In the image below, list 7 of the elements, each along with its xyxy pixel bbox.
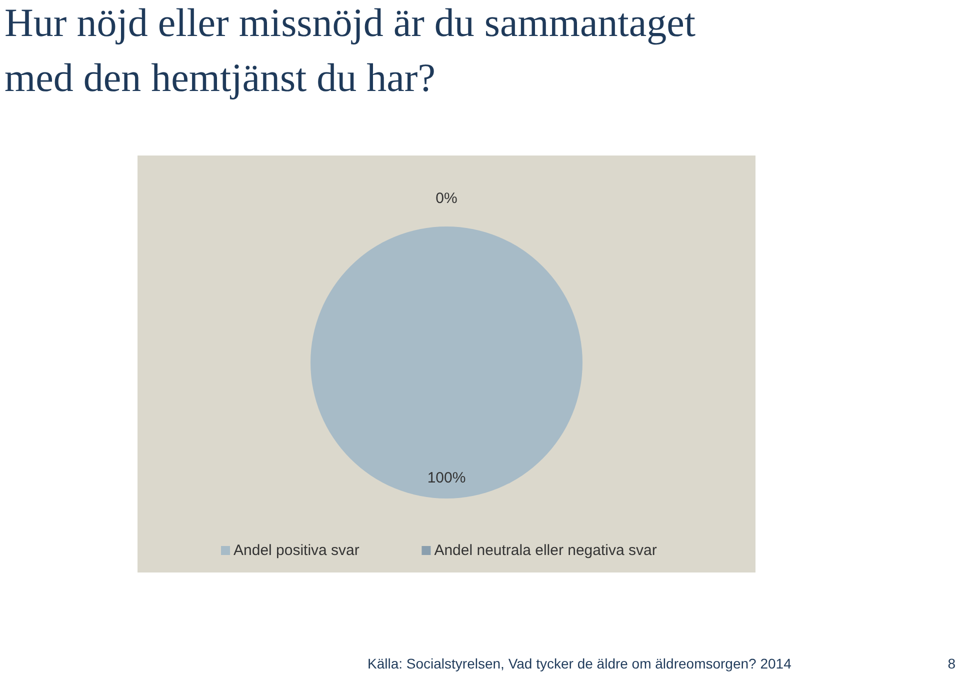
text: 0%: [436, 190, 458, 207]
legend-label: Andel positiva svar: [234, 542, 360, 559]
text: Källa: Socialstyrelsen, Vad tycker de äldre om äldreomsorgen? 2014: [368, 656, 792, 672]
chart-title: Hur nöjd eller missnöjd är du sammantaget med den hemtjänst du har?: [4, 0, 696, 100]
data-label: 100%: [427, 470, 466, 487]
legend-label: Andel neutrala eller negativa svar: [434, 542, 657, 559]
text: 8: [948, 656, 956, 672]
